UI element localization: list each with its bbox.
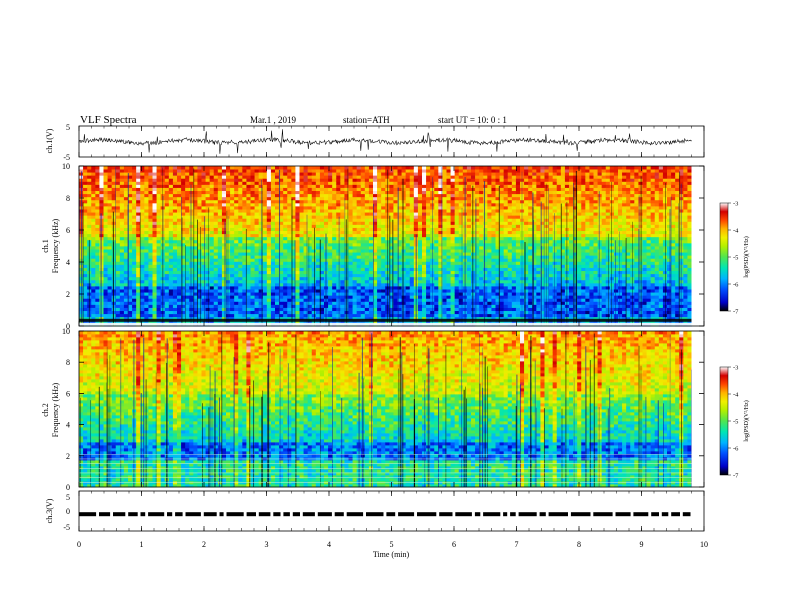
cb2-label: -5 xyxy=(733,419,738,426)
cb2-label: -3 xyxy=(733,365,738,372)
ch1-ylabel-channel: ch.1 xyxy=(41,239,50,253)
ch1-ylabel-frequency: Frequency (kHz) xyxy=(51,218,60,273)
ch2-colorbar-label: log(PSD)(V²/Hz) xyxy=(743,400,750,441)
time-axis-ticks: 0 1 2 3 4 5 6 7 8 9 10 xyxy=(77,126,708,549)
ch2-spectrogram-image xyxy=(79,331,704,488)
ch1-freq-ticks: 0 2 4 6 8 10 xyxy=(62,162,704,331)
yt1-label: 4 xyxy=(66,258,70,267)
yt2-label: 0 xyxy=(66,483,70,492)
time-tick-label: 4 xyxy=(327,540,331,549)
ch2-colorbar xyxy=(719,366,729,476)
time-tick-label: 9 xyxy=(640,540,644,549)
cb1-label: -5 xyxy=(733,255,738,262)
ch3-waveform-panel: 5 0 -5 ch.3(V) 0 1 2 3 4 5 6 7 8 9 10 Time (min) xyxy=(45,126,708,559)
time-tick-label: 6 xyxy=(452,540,456,549)
ch1-colorbar-ticks: -3 -4 -5 -6 -7 xyxy=(728,201,739,316)
yt2-label: 6 xyxy=(66,389,70,398)
ch3-ytick-0: 0 xyxy=(66,507,70,516)
cb1-label: -7 xyxy=(733,309,739,316)
yt2-label: 8 xyxy=(66,358,70,367)
ch2-colorbar-ticks: -3 -4 -5 -6 -7 xyxy=(728,365,739,480)
yt2-label: 2 xyxy=(66,452,70,461)
ch3-ytick-neg5: -5 xyxy=(63,523,70,532)
ch1-waveform-trace xyxy=(78,129,692,154)
date-label: Mar.1 , 2019 xyxy=(250,115,296,125)
ch1-ytick-5: 5 xyxy=(66,123,70,132)
ch2-ylabel-channel: ch.2 xyxy=(41,403,50,417)
start-ut-label: start UT = 10: 0 : 1 xyxy=(438,115,507,125)
yt1-label: 0 xyxy=(66,322,70,331)
ch3-ylabel: ch.3(V) xyxy=(45,498,54,523)
ch3-waveform-frame xyxy=(78,490,705,532)
yt2-label: 4 xyxy=(66,421,70,430)
time-tick-label: 1 xyxy=(140,540,144,549)
time-tick-label: 10 xyxy=(700,540,708,549)
time-tick-label: 7 xyxy=(515,540,519,549)
time-tick-label: 2 xyxy=(202,540,206,549)
cb2-label: -7 xyxy=(733,473,739,480)
time-tick-label: 5 xyxy=(390,540,394,549)
ch1-ylabel: ch.1(V) xyxy=(45,128,54,153)
yt1-label: 2 xyxy=(66,290,70,299)
time-tick-label: 3 xyxy=(265,540,269,549)
cb2-label: -4 xyxy=(733,392,739,399)
ch2-ylabel-frequency: Frequency (kHz) xyxy=(51,382,60,437)
ch1-waveform-panel: 5 -5 ch.1(V) xyxy=(45,123,705,162)
ch1-colorbar-label: log(PSD)(V²/Hz) xyxy=(743,236,750,277)
cb1-label: -3 xyxy=(733,201,738,208)
time-tick-label: 0 xyxy=(77,540,81,549)
ch1-colorbar xyxy=(719,202,729,312)
yt2-label: 10 xyxy=(62,327,70,336)
ch1-spectrogram-image xyxy=(79,166,704,327)
yt1-label: 10 xyxy=(62,162,70,171)
time-axis-label: Time (min) xyxy=(373,550,410,559)
cb2-label: -6 xyxy=(733,446,739,453)
ch1-ytick-neg5: -5 xyxy=(63,153,70,162)
ch3-waveform-trace xyxy=(79,512,691,517)
cb1-label: -6 xyxy=(733,282,739,289)
time-tick-label: 8 xyxy=(577,540,581,549)
yt1-label: 6 xyxy=(66,226,70,235)
yt1-label: 8 xyxy=(66,194,70,203)
cb1-label: -4 xyxy=(733,228,739,235)
figure-title: VLF Spectra xyxy=(80,114,137,126)
ch2-freq-ticks: 0 2 4 6 8 10 xyxy=(62,327,704,492)
ch3-ytick-5: 5 xyxy=(66,493,70,502)
station-label: station=ATH xyxy=(343,115,390,125)
